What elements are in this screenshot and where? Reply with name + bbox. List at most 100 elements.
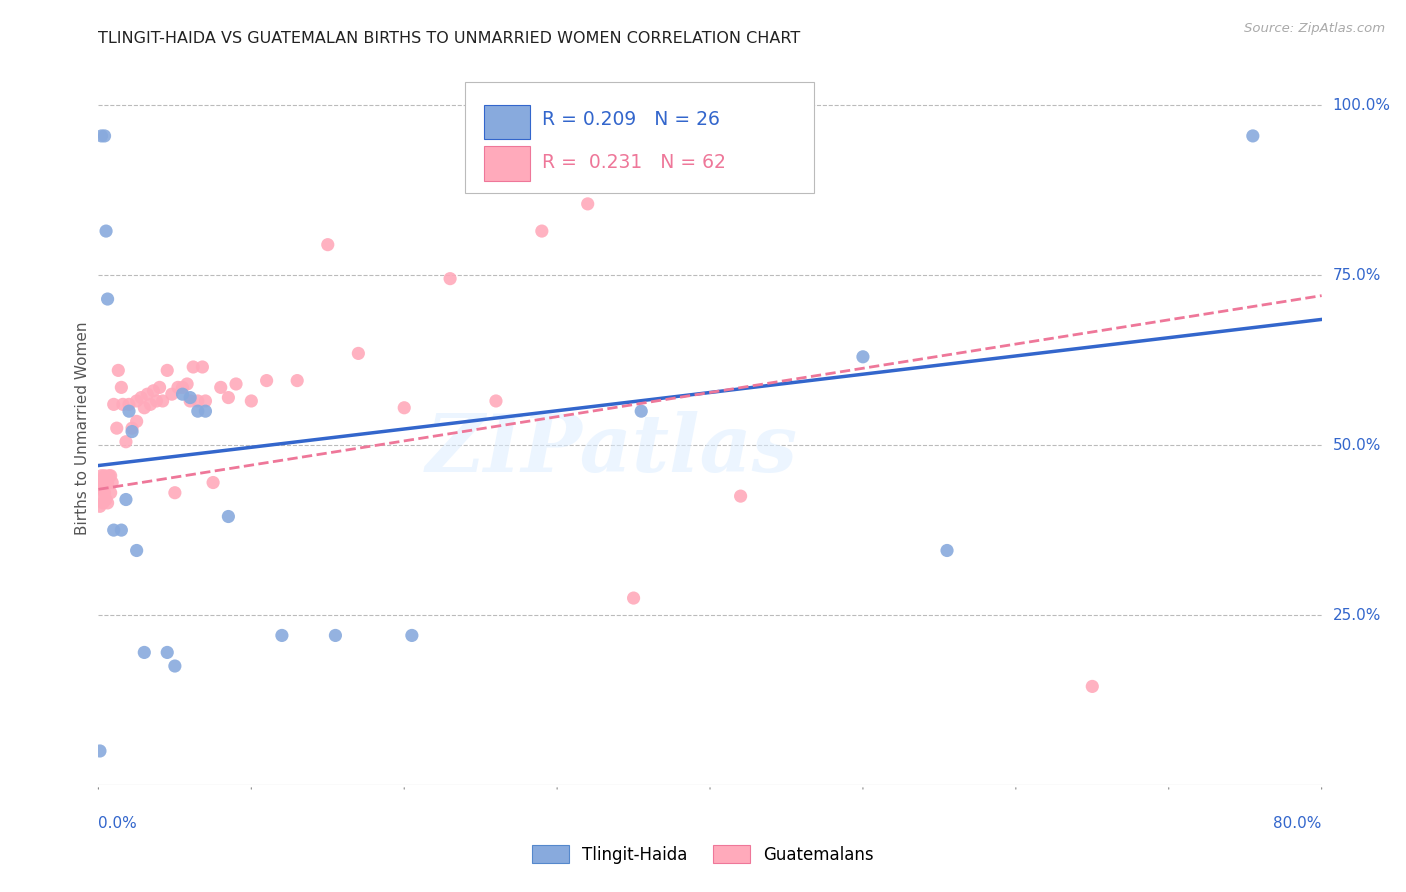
Point bbox=[100, 485, 122, 500]
Point bbox=[90, 489, 112, 503]
Point bbox=[94, 475, 117, 490]
Point bbox=[145, 394, 167, 409]
Point bbox=[630, 404, 652, 418]
Text: ZIPatlas: ZIPatlas bbox=[426, 411, 799, 488]
Point bbox=[94, 224, 117, 238]
Point bbox=[160, 387, 183, 401]
Point bbox=[142, 384, 165, 398]
Point bbox=[217, 509, 239, 524]
Point bbox=[167, 380, 190, 394]
Point bbox=[163, 659, 186, 673]
Point bbox=[1081, 680, 1104, 694]
Point bbox=[139, 397, 162, 411]
Point bbox=[240, 394, 263, 409]
Point bbox=[105, 421, 128, 435]
Point bbox=[90, 468, 112, 483]
Point bbox=[136, 387, 159, 401]
Point bbox=[179, 394, 201, 409]
Point bbox=[89, 500, 111, 514]
Point bbox=[187, 404, 209, 418]
Point bbox=[89, 479, 111, 493]
Point bbox=[125, 394, 148, 409]
Point bbox=[90, 128, 112, 143]
Point bbox=[194, 394, 217, 409]
Point bbox=[623, 591, 645, 605]
Text: R = 0.209   N = 26: R = 0.209 N = 26 bbox=[543, 111, 720, 129]
Point bbox=[401, 628, 423, 642]
Text: 80.0%: 80.0% bbox=[1274, 816, 1322, 830]
Text: 100.0%: 100.0% bbox=[1333, 98, 1391, 113]
Point bbox=[256, 374, 278, 388]
Point bbox=[191, 359, 214, 374]
Point bbox=[134, 645, 156, 659]
Point bbox=[217, 391, 239, 405]
Text: R =  0.231   N = 62: R = 0.231 N = 62 bbox=[543, 153, 727, 172]
Point bbox=[103, 397, 125, 411]
Point bbox=[156, 363, 179, 377]
Point bbox=[172, 387, 194, 401]
Point bbox=[93, 485, 115, 500]
Point bbox=[121, 421, 143, 435]
FancyBboxPatch shape bbox=[484, 105, 530, 139]
Point bbox=[93, 128, 115, 143]
Text: 0.0%: 0.0% bbox=[98, 816, 138, 830]
Point bbox=[125, 543, 148, 558]
Y-axis label: Births to Unmarried Women: Births to Unmarried Women bbox=[75, 321, 90, 535]
Point bbox=[91, 496, 114, 510]
FancyBboxPatch shape bbox=[484, 146, 530, 180]
Point bbox=[101, 475, 124, 490]
Point bbox=[576, 197, 599, 211]
Point bbox=[97, 475, 120, 490]
Text: Source: ZipAtlas.com: Source: ZipAtlas.com bbox=[1244, 22, 1385, 36]
Point bbox=[111, 397, 134, 411]
Point bbox=[89, 744, 111, 758]
Point bbox=[270, 628, 292, 642]
Point bbox=[149, 380, 172, 394]
Point bbox=[97, 292, 120, 306]
Point bbox=[187, 394, 209, 409]
Legend: Tlingit-Haida, Guatemalans: Tlingit-Haida, Guatemalans bbox=[526, 838, 880, 871]
Point bbox=[1241, 128, 1264, 143]
Point bbox=[209, 380, 232, 394]
Point bbox=[115, 434, 138, 449]
Point bbox=[172, 380, 194, 394]
Point bbox=[107, 363, 129, 377]
Text: TLINGIT-HAIDA VS GUATEMALAN BIRTHS TO UNMARRIED WOMEN CORRELATION CHART: TLINGIT-HAIDA VS GUATEMALAN BIRTHS TO UN… bbox=[98, 31, 800, 46]
Point bbox=[316, 237, 339, 252]
Point bbox=[530, 224, 553, 238]
Point bbox=[125, 414, 148, 428]
Point bbox=[134, 401, 156, 415]
Point bbox=[392, 401, 416, 415]
Point bbox=[110, 380, 132, 394]
Point bbox=[129, 391, 152, 405]
Point bbox=[202, 475, 225, 490]
Point bbox=[93, 468, 115, 483]
Point bbox=[285, 374, 308, 388]
Point bbox=[325, 628, 347, 642]
Point bbox=[103, 523, 125, 537]
Point bbox=[347, 346, 370, 360]
Point bbox=[439, 271, 461, 285]
Point bbox=[115, 492, 138, 507]
Text: 75.0%: 75.0% bbox=[1333, 268, 1381, 283]
Point bbox=[152, 394, 174, 409]
Point bbox=[179, 391, 201, 405]
Point bbox=[118, 397, 141, 411]
Point bbox=[97, 496, 120, 510]
Point bbox=[485, 394, 508, 409]
Point bbox=[181, 359, 204, 374]
Text: 25.0%: 25.0% bbox=[1333, 607, 1381, 623]
Point bbox=[225, 376, 247, 391]
Point bbox=[156, 645, 179, 659]
Point bbox=[91, 475, 114, 490]
Point bbox=[730, 489, 752, 503]
Point bbox=[163, 485, 186, 500]
Point bbox=[100, 468, 122, 483]
Point bbox=[98, 468, 121, 483]
Point bbox=[194, 404, 217, 418]
Point bbox=[176, 376, 198, 391]
FancyBboxPatch shape bbox=[465, 82, 814, 193]
Text: 50.0%: 50.0% bbox=[1333, 438, 1381, 452]
Point bbox=[852, 350, 875, 364]
Point bbox=[110, 523, 132, 537]
